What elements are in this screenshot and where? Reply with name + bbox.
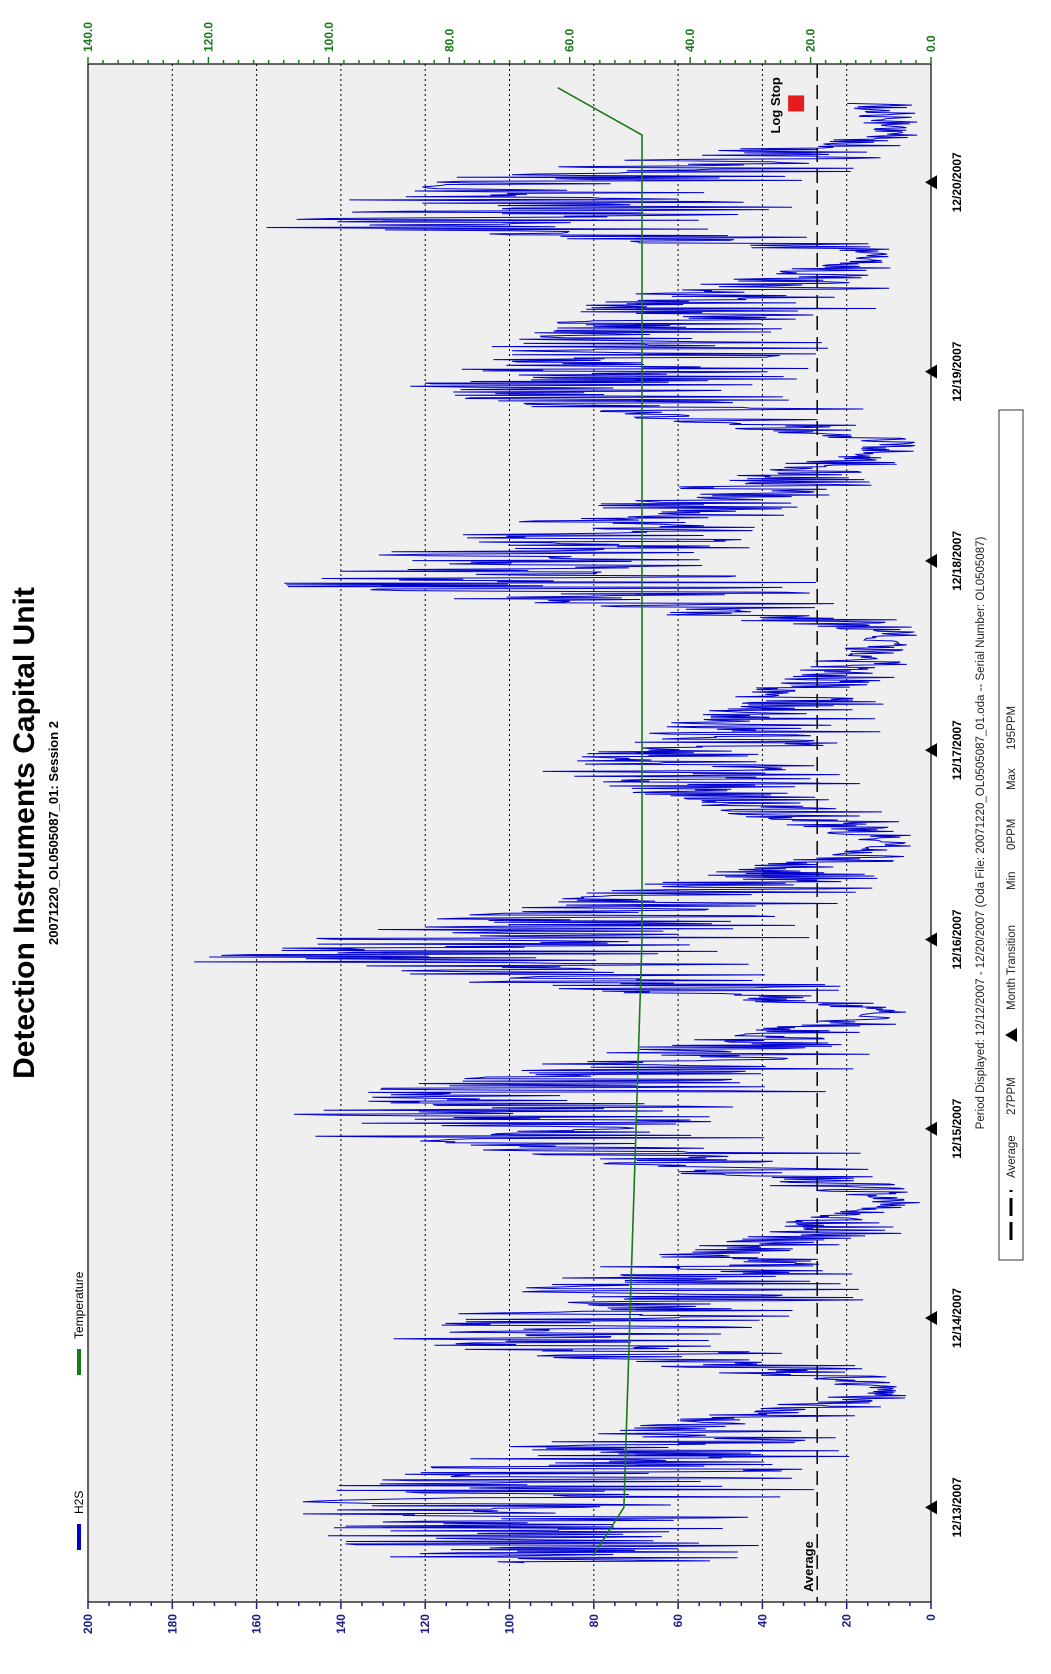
right-axis-tick-label: 80.0	[442, 28, 456, 52]
month-transition-marker	[925, 1121, 937, 1136]
footer-transition-label: Month Transition	[1006, 925, 1018, 1010]
h2s-series	[194, 102, 920, 1564]
footer-period-line: Period Displayed: 12/12/2007 - 12/20/200…	[975, 537, 987, 1130]
footer-transition-swatch	[1005, 1028, 1017, 1042]
log-stop-marker	[788, 95, 805, 112]
left-axis-tick-label: 160	[250, 1614, 264, 1634]
left-axis-tick-label: 0	[924, 1614, 938, 1621]
date-tick-label: 12/19/2007	[950, 341, 964, 401]
left-axis-tick-label: 140	[334, 1614, 348, 1634]
chart-subtitle: 20071220_OL0505087_01: Session 2	[46, 721, 61, 945]
left-axis-tick-label: 60	[671, 1614, 685, 1628]
left-axis-tick-label: 80	[587, 1614, 601, 1628]
date-tick-label: 12/15/2007	[950, 1098, 964, 1158]
log-stop-label: Log Stop	[768, 77, 783, 133]
legend-temperature-label: Temperature	[72, 1271, 86, 1339]
footer-max-value: 195PPM	[1006, 706, 1018, 750]
chart-text: 0 20 40 60 80 100 120 140 160 180 200 0.0 20.0 40.0 60…	[8, 22, 1024, 1634]
average-label: Average	[801, 1541, 816, 1592]
month-transition-marker	[925, 1311, 937, 1326]
left-axis-tick-label: 40	[755, 1614, 769, 1628]
left-axis-tick-label: 200	[81, 1614, 95, 1634]
date-tick-label: 12/13/2007	[950, 1477, 964, 1537]
date-tick-label: 12/18/2007	[950, 531, 964, 591]
temperature-series	[557, 87, 643, 1556]
left-axis-tick-label: 20	[840, 1614, 854, 1628]
right-axis-tick-label: 120.0	[201, 22, 215, 52]
left-axis-tick-label: 120	[418, 1614, 432, 1634]
footer-max-label: Max	[1006, 768, 1018, 790]
footer-average-label: Average	[1006, 1135, 1018, 1178]
h2s-line	[194, 102, 920, 1564]
axes	[87, 57, 937, 1609]
legend-h2s-label: H2S	[72, 1491, 86, 1514]
month-transition-marker	[925, 175, 937, 190]
month-transition-marker	[925, 932, 937, 947]
month-transition-marker	[925, 364, 937, 379]
right-axis-tick-label: 140.0	[81, 22, 95, 52]
date-tick-label: 12/17/2007	[950, 720, 964, 780]
left-axis-tick-label: 100	[503, 1614, 517, 1634]
month-transition-marker	[925, 1500, 937, 1515]
date-tick-label: 12/16/2007	[950, 909, 964, 969]
right-axis-tick-label: 60.0	[563, 28, 577, 52]
right-axis-tick-label: 20.0	[804, 28, 818, 52]
right-axis-tick-label: 0.0	[924, 35, 938, 52]
temperature-line	[557, 87, 643, 1556]
date-tick-label: 12/20/2007	[950, 152, 964, 212]
footer-min-label: Min	[1006, 871, 1018, 890]
right-axis-tick-label: 40.0	[683, 28, 697, 52]
left-axis-tick-label: 180	[165, 1614, 179, 1634]
right-axis-tick-label: 100.0	[322, 22, 336, 52]
footer-min-value: 0PPM	[1006, 819, 1018, 850]
footer-legend-box	[998, 409, 1024, 1261]
chart-title: Detection Instruments Capital Unit	[8, 587, 41, 1079]
month-transition-marker	[925, 553, 937, 568]
month-transition-marker	[925, 743, 937, 758]
date-tick-label: 12/14/2007	[950, 1288, 964, 1348]
footer-average-value: 27PPM	[1006, 1077, 1018, 1115]
